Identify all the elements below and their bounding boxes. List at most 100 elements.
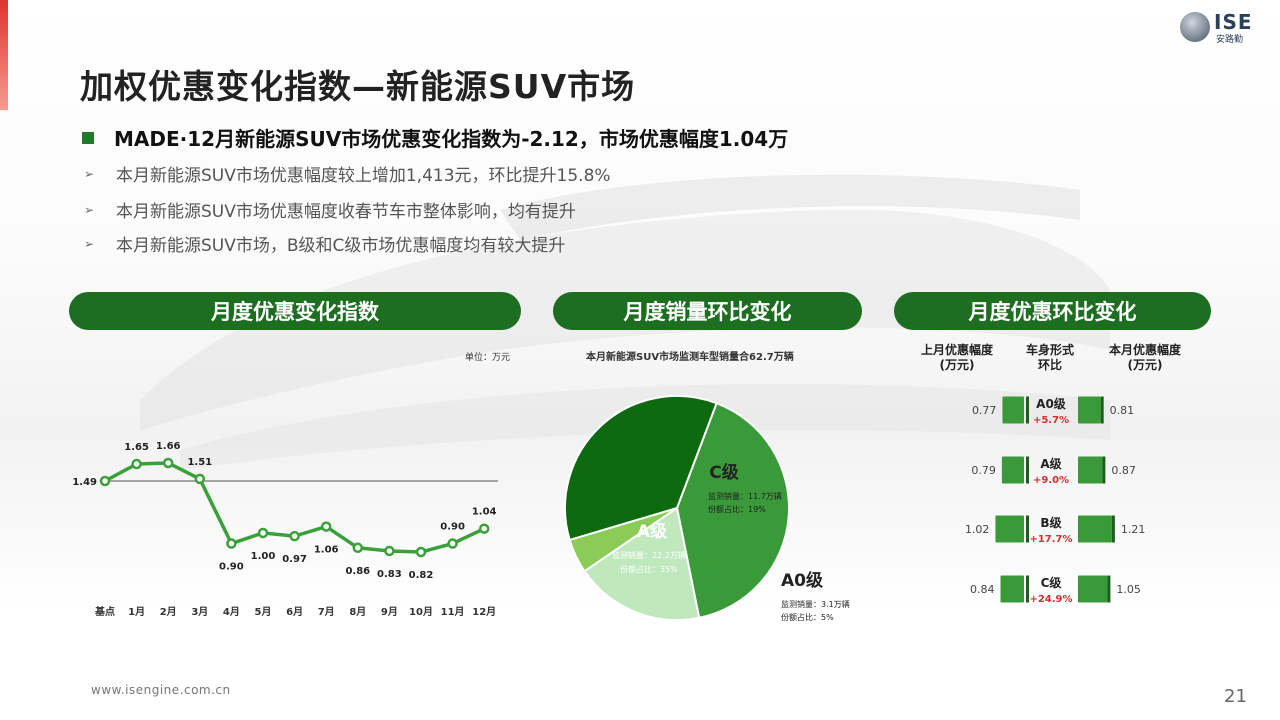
pie-slice xyxy=(564,395,718,542)
bar-edge xyxy=(1102,456,1106,484)
lead-text: MADE·12月新能源SUV市场优惠变化指数为-2.12，市场优惠幅度1.04万 xyxy=(114,127,789,151)
ise-logo: ISE 安路勤 xyxy=(1180,10,1270,45)
change-label: +5.7% xyxy=(1033,415,1069,426)
x-tick-label: 10月 xyxy=(409,606,433,618)
prev-discount-bar xyxy=(1000,575,1024,603)
x-tick-label: 2月 xyxy=(160,606,177,618)
data-label: 1.51 xyxy=(187,457,212,468)
x-tick-label: 6月 xyxy=(286,606,303,618)
segment-name-label: B级 xyxy=(1040,515,1061,530)
data-point xyxy=(194,473,206,485)
data-point xyxy=(447,538,458,549)
segment-name-label: A级 xyxy=(1040,456,1061,471)
prev-value-label: 0.79 xyxy=(971,464,996,477)
x-tick-label: 9月 xyxy=(381,606,398,618)
data-point xyxy=(162,457,174,469)
x-tick-label: 7月 xyxy=(318,606,335,618)
data-label: 0.97 xyxy=(282,554,307,565)
bar-edge xyxy=(1026,396,1029,424)
slice-share-label: 份额占比：5% xyxy=(781,612,834,622)
data-label: 1.04 xyxy=(472,507,497,518)
prev-discount-bar xyxy=(995,515,1024,543)
sales-panel-title: 月度销量环比变化 xyxy=(553,292,862,330)
slice-sales-label: 监测销量：3.1万辆 xyxy=(781,599,850,609)
bar-edge xyxy=(1107,575,1111,603)
curr-value-label: 0.81 xyxy=(1110,404,1135,417)
slice-name-label: C级 xyxy=(709,462,738,483)
data-label: 1.65 xyxy=(124,442,149,453)
data-label: 1.00 xyxy=(251,551,276,562)
prev-discount-bar xyxy=(1002,396,1024,424)
x-tick-label: 1月 xyxy=(128,606,145,618)
pie-slice xyxy=(675,401,790,619)
slice-sales-label: 监测销量：22.2万辆 xyxy=(612,550,686,560)
data-point xyxy=(352,542,364,554)
prev-discount-bar xyxy=(1001,456,1024,484)
bar-edge xyxy=(1026,515,1029,543)
prev-value-label: 0.84 xyxy=(970,583,995,596)
page-title: 加权优惠变化指数—新能源SUV市场 xyxy=(80,67,636,106)
data-point xyxy=(289,530,300,542)
x-tick-label: 3月 xyxy=(191,606,208,618)
data-label: 0.86 xyxy=(345,566,370,577)
slice-sales-label: 监测销量：11.7万辆 xyxy=(708,491,782,501)
arrow-bullet-icon: ➢ xyxy=(84,166,95,181)
logo-text: ISE xyxy=(1214,10,1253,34)
bar-edge xyxy=(1100,396,1104,424)
x-tick-label: 12月 xyxy=(472,606,496,618)
header-body-type: 车身形式 环比 xyxy=(1025,343,1074,372)
change-label: +9.0% xyxy=(1033,475,1069,486)
slice-share-label: 份额占比：19% xyxy=(708,504,766,514)
bullet-item: ➢ 本月新能源SUV市场，B级和C级市场优惠幅度均有较大提升 xyxy=(84,231,565,256)
x-tick-label: 5月 xyxy=(255,606,272,618)
slice-share-label: 份额占比：35% xyxy=(620,564,678,574)
prev-value-label: 1.02 xyxy=(965,523,990,536)
curr-discount-bar xyxy=(1078,515,1112,543)
bullet-item: ➢ 本月新能源SUV市场优惠幅度较上增加1,413元，环比提升15.8% xyxy=(84,161,611,186)
bar-edge xyxy=(1026,575,1029,603)
data-point xyxy=(415,546,427,558)
bar-edge xyxy=(1111,515,1115,543)
data-label: 0.90 xyxy=(440,522,465,533)
data-point xyxy=(226,538,237,549)
change-label: +24.9% xyxy=(1029,594,1072,605)
arrow-bullet-icon: ➢ xyxy=(84,202,95,217)
unit-label: 单位：万元 xyxy=(465,353,511,363)
bullet-text: 本月新能源SUV市场优惠幅度收春节车市整体影响，均有提升 xyxy=(116,202,576,222)
x-tick-label: 8月 xyxy=(349,606,366,618)
x-tick-label: 11月 xyxy=(441,606,465,618)
slice-name-label: A级 xyxy=(637,521,667,542)
square-bullet-icon xyxy=(82,131,94,144)
arrow-bullet-icon: ➢ xyxy=(84,236,95,251)
index-panel-title: 月度优惠变化指数 xyxy=(69,292,521,330)
bullet-text: 本月新能源SUV市场，B级和C级市场优惠幅度均有较大提升 xyxy=(116,236,566,256)
data-label: 1.49 xyxy=(72,477,97,488)
data-point xyxy=(478,523,490,534)
header-curr-discount: 本月优惠幅度 (万元) xyxy=(1108,343,1181,372)
page-number: 21 xyxy=(1224,686,1247,707)
x-tick-label: 基点 xyxy=(94,605,115,618)
discount-panel-title: 月度优惠环比变化 xyxy=(894,292,1211,330)
slice-name-label: A0级 xyxy=(781,570,823,591)
bar-edge xyxy=(1026,456,1029,484)
data-label: 0.90 xyxy=(219,562,244,573)
logo-globe-icon xyxy=(1180,12,1210,42)
curr-discount-bar xyxy=(1078,575,1108,603)
header-prev-discount: 上月优惠幅度 (万元) xyxy=(920,343,993,372)
pie-slice xyxy=(583,506,701,621)
bullet-text: 本月新能源SUV市场优惠幅度较上增加1,413元，环比提升15.8% xyxy=(116,166,611,186)
footer-url: www.isengine.com.cn xyxy=(91,683,231,697)
data-point xyxy=(131,458,142,470)
prev-value-label: 0.77 xyxy=(972,404,997,417)
curr-value-label: 1.21 xyxy=(1121,523,1146,536)
data-label: 1.06 xyxy=(314,545,339,556)
x-tick-label: 4月 xyxy=(223,606,240,618)
data-point xyxy=(384,545,395,557)
curr-discount-bar xyxy=(1078,396,1101,424)
bullet-item: ➢ 本月新能源SUV市场优惠幅度收春节车市整体影响，均有提升 xyxy=(84,197,576,222)
sales-note: 本月新能源SUV市场监测车型销量合62.7万辆 xyxy=(586,352,794,363)
data-point xyxy=(99,475,111,487)
data-point xyxy=(320,521,332,532)
